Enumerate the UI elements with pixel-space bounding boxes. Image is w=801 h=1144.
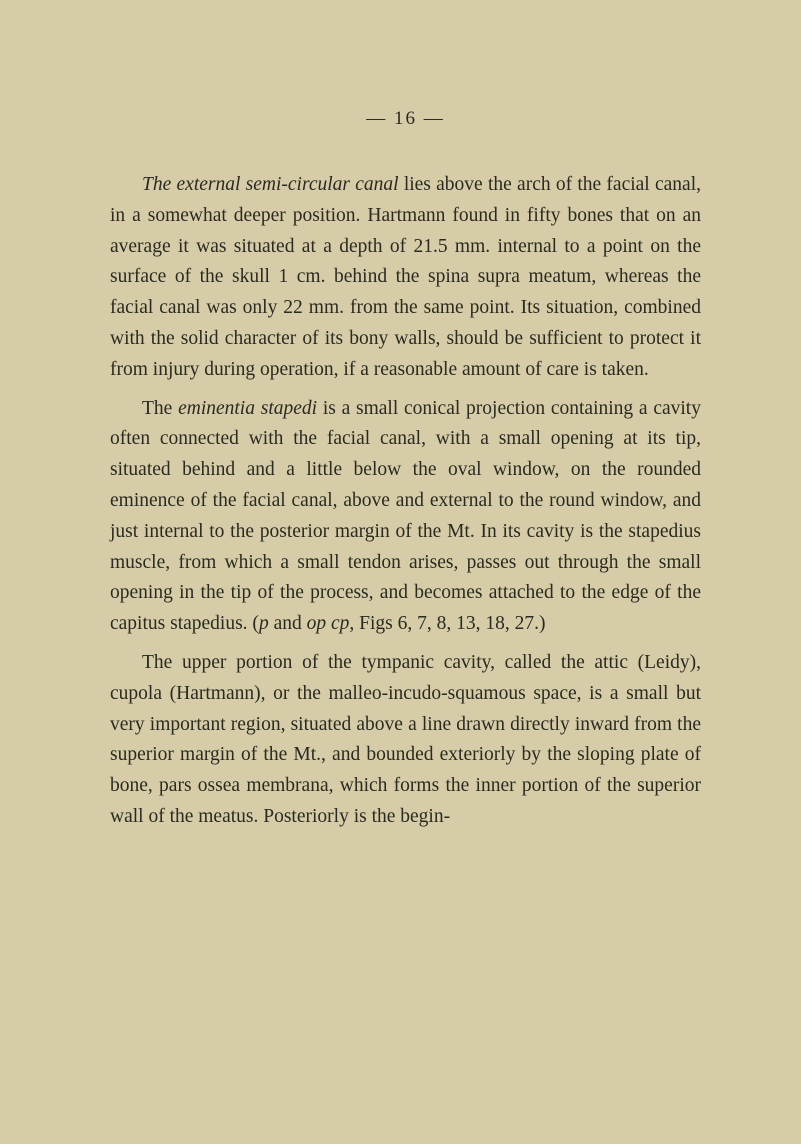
paragraph-2: The eminentia stapedi is a small conical… — [110, 394, 701, 640]
body-text: is a small conical projection containing… — [110, 398, 701, 635]
body-text: lies above the arch of the facial canal,… — [110, 174, 701, 380]
italic-phrase: op cp — [307, 613, 350, 634]
body-text: The upper portion of the tympanic cavity… — [110, 652, 701, 827]
paragraph-1: The external semi-circular canal lies ab… — [110, 170, 701, 386]
page-number: — 16 — — [110, 108, 701, 130]
body-text: , Figs 6, 7, 8, 13, 18, 27.) — [349, 613, 545, 634]
paragraph-3: The upper portion of the tympanic cavity… — [110, 648, 701, 833]
italic-phrase: p — [259, 613, 269, 634]
italic-phrase: eminentia stapedi — [178, 398, 317, 419]
body-text: and — [269, 613, 307, 634]
document-page: — 16 — The external semi-circular canal … — [0, 0, 801, 1144]
italic-phrase: The external semi-circular canal — [142, 174, 399, 195]
body-text: The — [142, 398, 178, 419]
